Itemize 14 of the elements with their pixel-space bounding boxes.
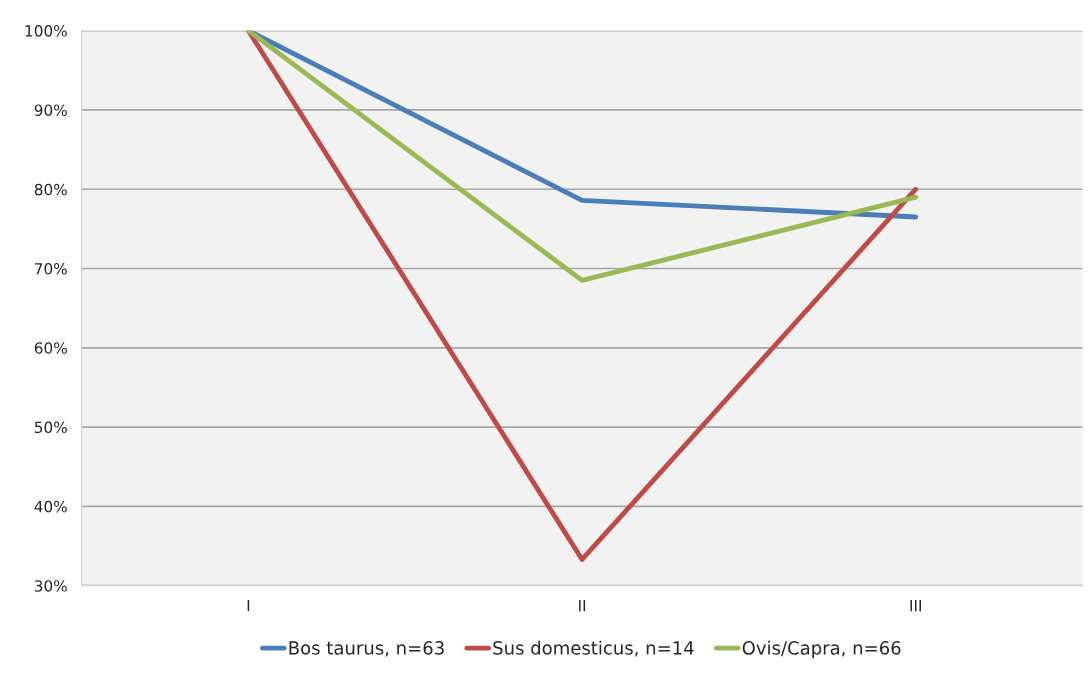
legend-label: Ovis/Capra, n=66 [742, 640, 901, 659]
y-tick-label: 100% [25, 25, 67, 37]
y-tick-label: 90% [34, 104, 67, 116]
x-tick-label: III [910, 600, 921, 612]
x-tick-label: II [579, 600, 586, 612]
x-tick-label: I [247, 600, 250, 612]
legend-label: Sus domesticus, n=14 [493, 640, 694, 657]
y-tick-label: 70% [35, 262, 67, 275]
y-tick-label: 30% [34, 580, 67, 592]
legend-label: Bos taurus, n=63 [289, 641, 444, 657]
y-tick-label: 80% [34, 183, 67, 196]
y-tick-label: 50% [34, 421, 67, 434]
y-tick-label: 60% [34, 342, 67, 354]
y-tick-label: 40% [34, 500, 67, 513]
